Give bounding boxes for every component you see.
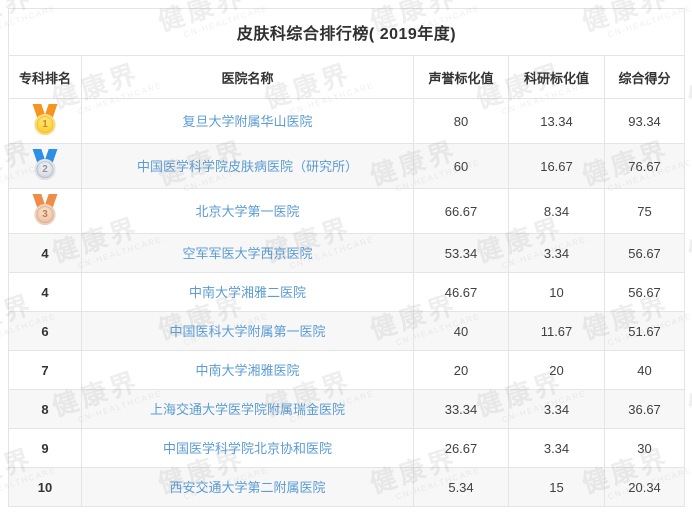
reputation-value: 46.67: [413, 272, 509, 312]
reputation-value: 5.34: [413, 467, 509, 507]
score-value: 93.34: [603, 98, 686, 144]
column-header-rank: 专科排名: [8, 55, 82, 99]
rank-number: 2: [34, 159, 56, 180]
research-value: 11.67: [508, 311, 605, 351]
rank-cell: 3: [8, 188, 82, 234]
reputation-value: 53.34: [413, 233, 509, 273]
research-value: 15: [508, 467, 605, 507]
score-value: 20.34: [603, 467, 686, 507]
reputation-value: 33.34: [413, 389, 509, 429]
hospital-link[interactable]: 中国医学科学院皮肤病医院（研究所）: [136, 159, 358, 174]
reputation-value: 60: [413, 143, 509, 189]
research-value: 3.34: [508, 389, 605, 429]
score-value: 56.67: [603, 233, 686, 273]
rank-number: 3: [34, 204, 56, 225]
table-row: 4 中南大学湘雅二医院 46.67 10 56.67: [8, 272, 686, 312]
research-value: 3.34: [508, 428, 605, 468]
rank-cell: 9: [8, 428, 82, 468]
reputation-value: 20: [413, 350, 509, 390]
reputation-value: 26.67: [413, 428, 509, 468]
research-value: 3.34: [508, 233, 605, 273]
table-row: 1 复旦大学附属华山医院 80 13.34 93.34: [8, 98, 686, 144]
score-value: 51.67: [603, 311, 686, 351]
table-row: 6 中国医科大学附属第一医院 40 11.67 51.67: [8, 311, 686, 351]
research-value: 16.67: [508, 143, 605, 189]
rank-cell: 7: [8, 350, 82, 390]
column-header-score: 综合得分: [603, 55, 686, 99]
ranking-table: 皮肤科综合排行榜( 2019年度) 专科排名 医院名称 声誉标化值 科研标化值 …: [7, 8, 686, 507]
rank-cell: 8: [8, 389, 82, 429]
hospital-cell: 西安交通大学第二附属医院: [81, 467, 414, 507]
score-value: 56.67: [603, 272, 686, 312]
hospital-link[interactable]: 西安交通大学第二附属医院: [169, 480, 326, 495]
rank-cell: 4: [8, 272, 82, 312]
research-value: 20: [508, 350, 605, 390]
hospital-link[interactable]: 中国医科大学附属第一医院: [169, 324, 326, 339]
table-row: 3 北京大学第一医院 66.67 8.34 75: [8, 188, 686, 234]
reputation-value: 40: [413, 311, 509, 351]
table-row: 10 西安交通大学第二附属医院 5.34 15 20.34: [8, 467, 686, 507]
rank-cell: 4: [8, 233, 82, 273]
hospital-link[interactable]: 中南大学湘雅二医院: [188, 285, 306, 300]
research-value: 8.34: [508, 188, 605, 234]
reputation-value: 66.67: [413, 188, 509, 234]
silver-medal-icon: 2: [31, 149, 59, 180]
table-row: 9 中国医学科学院北京协和医院 26.67 3.34 30: [8, 428, 686, 468]
hospital-cell: 中国医学科学院皮肤病医院（研究所）: [81, 143, 414, 189]
rank-cell: 6: [8, 311, 82, 351]
score-value: 76.67: [603, 143, 686, 189]
score-value: 40: [603, 350, 686, 390]
reputation-value: 80: [413, 98, 509, 144]
table-row: 7 中南大学湘雅医院 20 20 40: [8, 350, 686, 390]
hospital-link[interactable]: 中国医学科学院北京协和医院: [162, 441, 332, 456]
rank-cell: 1: [8, 98, 82, 144]
research-value: 10: [508, 272, 605, 312]
rank-cell: 10: [8, 467, 82, 507]
hospital-link[interactable]: 空军军医大学西京医院: [182, 246, 313, 261]
rank-cell: 2: [8, 143, 82, 189]
hospital-link[interactable]: 北京大学第一医院: [195, 204, 300, 219]
column-header-hospital: 医院名称: [81, 55, 414, 99]
table-title: 皮肤科综合排行榜( 2019年度): [7, 8, 686, 56]
title-row: 皮肤科综合排行榜( 2019年度): [7, 8, 686, 56]
hospital-cell: 中南大学湘雅医院: [81, 350, 414, 390]
hospital-link[interactable]: 中南大学湘雅医院: [195, 363, 300, 378]
hospital-cell: 上海交通大学医学院附属瑞金医院: [81, 389, 414, 429]
hospital-cell: 中南大学湘雅二医院: [81, 272, 414, 312]
research-value: 13.34: [508, 98, 605, 144]
table-row: 8 上海交通大学医学院附属瑞金医院 33.34 3.34 36.67: [8, 389, 686, 429]
bronze-medal-icon: 3: [31, 194, 59, 225]
score-value: 30: [603, 428, 686, 468]
column-header-reputation: 声誉标化值: [413, 55, 509, 99]
hospital-cell: 北京大学第一医院: [81, 188, 414, 234]
table-row: 2 中国医学科学院皮肤病医院（研究所） 60 16.67 76.67: [8, 143, 686, 189]
header-row: 专科排名 医院名称 声誉标化值 科研标化值 综合得分: [8, 55, 686, 99]
hospital-cell: 中国医科大学附属第一医院: [81, 311, 414, 351]
hospital-cell: 空军军医大学西京医院: [81, 233, 414, 273]
score-value: 36.67: [603, 389, 686, 429]
hospital-cell: 中国医学科学院北京协和医院: [81, 428, 414, 468]
hospital-cell: 复旦大学附属华山医院: [81, 98, 414, 144]
hospital-link[interactable]: 上海交通大学医学院附属瑞金医院: [149, 402, 345, 417]
hospital-link[interactable]: 复旦大学附属华山医院: [182, 114, 313, 129]
gold-medal-icon: 1: [31, 104, 59, 135]
table-row: 4 空军军医大学西京医院 53.34 3.34 56.67: [8, 233, 686, 273]
score-value: 75: [603, 188, 686, 234]
column-header-research: 科研标化值: [508, 55, 605, 99]
rank-number: 1: [34, 114, 56, 135]
